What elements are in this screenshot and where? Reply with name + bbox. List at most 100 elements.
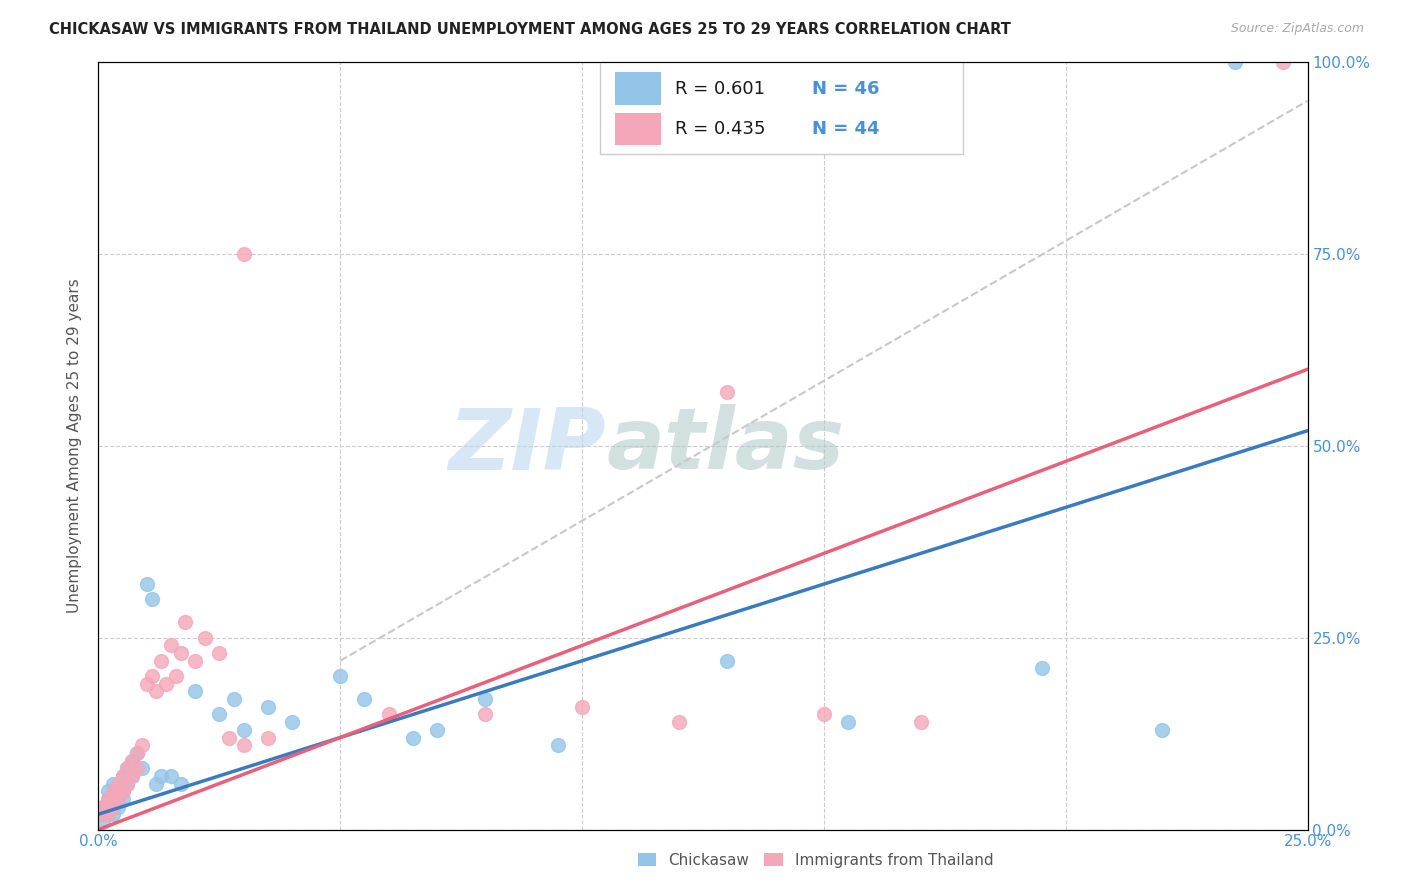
Point — [813, 707, 835, 722]
Point — [141, 592, 163, 607]
Point — [111, 769, 134, 783]
Point — [131, 761, 153, 775]
Point — [208, 646, 231, 660]
Point — [281, 715, 304, 730]
Point — [232, 738, 254, 752]
Text: R = 0.435: R = 0.435 — [675, 120, 766, 138]
Point — [121, 754, 143, 768]
Point — [111, 784, 134, 798]
Point — [256, 699, 278, 714]
Point — [232, 723, 254, 737]
Point — [107, 784, 129, 798]
Point — [837, 715, 859, 730]
Point — [184, 654, 207, 668]
Point — [329, 669, 352, 683]
Point — [160, 769, 183, 783]
Text: N = 44: N = 44 — [811, 120, 879, 138]
Point — [194, 631, 217, 645]
Y-axis label: Unemployment Among Ages 25 to 29 years: Unemployment Among Ages 25 to 29 years — [67, 278, 83, 614]
Text: R = 0.601: R = 0.601 — [675, 79, 765, 97]
Point — [131, 738, 153, 752]
Point — [101, 792, 124, 806]
Point — [107, 799, 129, 814]
Point — [716, 385, 738, 400]
Point — [169, 776, 191, 790]
Point — [97, 799, 120, 814]
Point — [155, 677, 177, 691]
Point — [1223, 55, 1246, 70]
Point — [474, 707, 496, 722]
Text: ZIP: ZIP — [449, 404, 606, 488]
Point — [117, 776, 139, 790]
Point — [97, 784, 120, 798]
Point — [91, 814, 114, 829]
Point — [547, 738, 569, 752]
Point — [218, 731, 240, 745]
Point — [121, 754, 143, 768]
Point — [141, 669, 163, 683]
Point — [377, 707, 399, 722]
Point — [121, 769, 143, 783]
Point — [101, 776, 124, 790]
Point — [97, 799, 120, 814]
Point — [353, 692, 375, 706]
FancyBboxPatch shape — [600, 62, 963, 154]
Point — [208, 707, 231, 722]
Point — [474, 692, 496, 706]
Point — [232, 247, 254, 261]
Point — [150, 654, 173, 668]
Point — [127, 761, 149, 775]
Point — [97, 792, 120, 806]
Point — [107, 784, 129, 798]
Point — [107, 776, 129, 790]
Text: CHICKASAW VS IMMIGRANTS FROM THAILAND UNEMPLOYMENT AMONG AGES 25 TO 29 YEARS COR: CHICKASAW VS IMMIGRANTS FROM THAILAND UN… — [49, 22, 1011, 37]
Point — [121, 769, 143, 783]
Point — [101, 807, 124, 822]
Point — [97, 792, 120, 806]
Point — [150, 769, 173, 783]
Point — [165, 669, 187, 683]
Text: atlas: atlas — [606, 404, 845, 488]
FancyBboxPatch shape — [614, 113, 661, 145]
FancyBboxPatch shape — [614, 72, 661, 104]
Point — [101, 784, 124, 798]
Point — [91, 799, 114, 814]
Point — [169, 646, 191, 660]
Point — [184, 684, 207, 698]
Point — [222, 692, 245, 706]
Point — [127, 746, 149, 760]
Point — [160, 639, 183, 653]
Point — [145, 684, 167, 698]
Point — [402, 731, 425, 745]
Point — [117, 761, 139, 775]
Point — [107, 792, 129, 806]
Point — [101, 799, 124, 814]
Point — [127, 746, 149, 760]
Point — [256, 731, 278, 745]
Point — [1152, 723, 1174, 737]
Point — [111, 769, 134, 783]
Point — [117, 776, 139, 790]
Point — [1031, 661, 1053, 675]
Point — [107, 792, 129, 806]
Point — [91, 807, 114, 822]
Point — [111, 784, 134, 798]
Point — [97, 807, 120, 822]
Point — [426, 723, 449, 737]
Point — [716, 654, 738, 668]
Point — [910, 715, 932, 730]
Point — [91, 799, 114, 814]
Point — [135, 677, 157, 691]
Point — [101, 799, 124, 814]
Point — [668, 715, 690, 730]
Point — [135, 577, 157, 591]
Point — [91, 807, 114, 822]
Text: Source: ZipAtlas.com: Source: ZipAtlas.com — [1230, 22, 1364, 36]
Legend: Chickasaw, Immigrants from Thailand: Chickasaw, Immigrants from Thailand — [630, 845, 1001, 875]
Point — [174, 615, 197, 630]
Point — [97, 807, 120, 822]
Text: N = 46: N = 46 — [811, 79, 879, 97]
Point — [117, 761, 139, 775]
Point — [571, 699, 593, 714]
Point — [1272, 55, 1295, 70]
